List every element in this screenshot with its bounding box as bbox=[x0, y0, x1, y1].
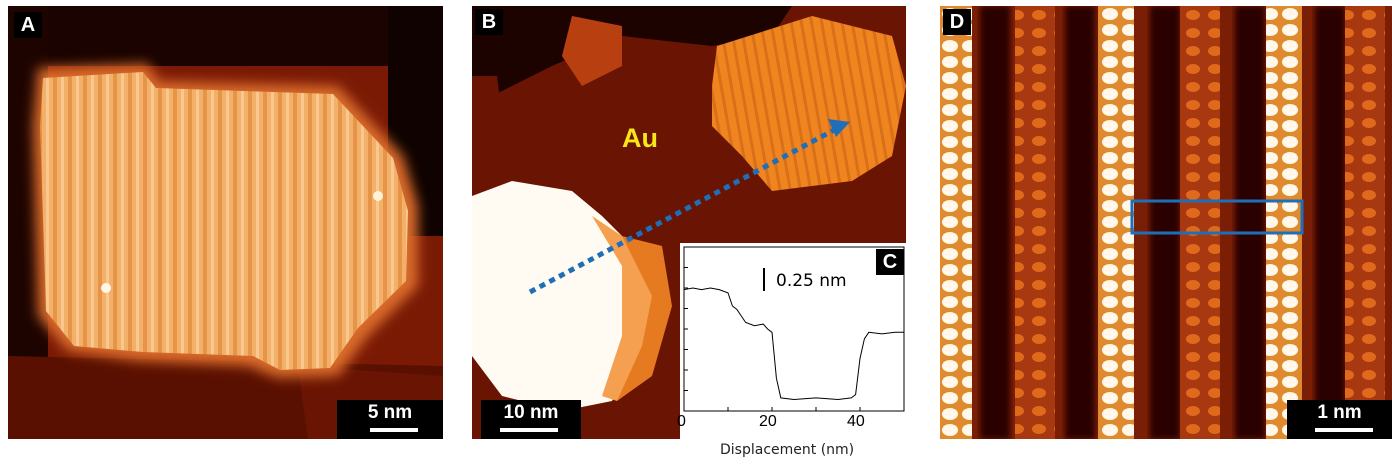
line-profile-inset: C bbox=[680, 243, 906, 440]
panel-label-b: B bbox=[475, 9, 503, 35]
stm-image-d: D 1 nm bbox=[940, 6, 1392, 439]
scale-bar-b-label: 10 nm bbox=[503, 402, 559, 423]
x-tick-40: 40 bbox=[847, 413, 865, 430]
scale-bar-d-label: 1 nm bbox=[1317, 402, 1362, 423]
height-scale-label: 0.25 nm bbox=[776, 271, 847, 291]
scale-bar-b-line bbox=[500, 428, 558, 432]
profile-arrow bbox=[528, 126, 838, 295]
scale-bar-a-line bbox=[370, 428, 418, 432]
x-tick-20: 20 bbox=[759, 413, 777, 430]
au-region-label: Au bbox=[622, 123, 658, 153]
stm-image-a: A 5 nm bbox=[8, 6, 443, 439]
panel-label-a: A bbox=[14, 12, 42, 38]
scale-bar-b: 10 nm bbox=[481, 400, 581, 439]
scale-bar-d: 1 nm bbox=[1287, 400, 1392, 439]
x-tick-0: 0 bbox=[677, 413, 686, 430]
scale-bar-a: 5 nm bbox=[337, 400, 443, 439]
roi-box bbox=[1130, 199, 1304, 235]
stm-image-a-graphic bbox=[8, 6, 443, 439]
profile-line bbox=[683, 287, 904, 401]
stm-image-d-graphic bbox=[940, 6, 1392, 439]
panel-label-c: C bbox=[876, 249, 904, 275]
panel-label-d: D bbox=[943, 9, 971, 35]
x-axis-label: Displacement (nm) bbox=[720, 442, 855, 458]
line-profile-chart bbox=[683, 246, 905, 412]
scale-bar-d-line bbox=[1315, 428, 1373, 432]
scale-bar-a-label: 5 nm bbox=[367, 402, 413, 423]
profile-arrow-head bbox=[828, 119, 850, 137]
